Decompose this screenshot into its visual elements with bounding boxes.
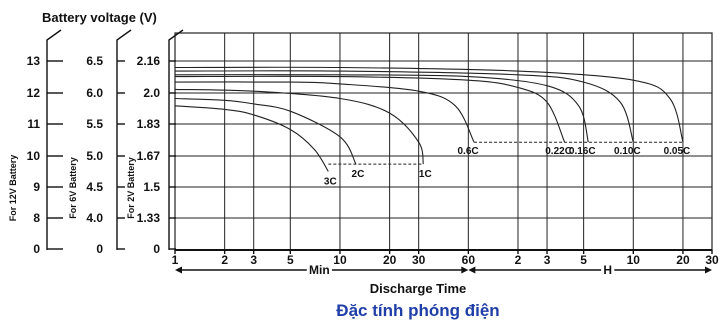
series-line-3C: [174, 105, 329, 172]
x-tick-label: 10: [333, 253, 347, 267]
y-tick-label: 6.5: [86, 54, 103, 68]
plot-frame: [174, 32, 713, 251]
y-axis-title: For 12V Battery: [8, 155, 18, 222]
y-tick-label: 0: [153, 242, 160, 256]
y-axis-title: For 2V Battery: [126, 157, 136, 219]
min-label: Min: [309, 263, 330, 277]
x-axis-label: Discharge Time: [370, 281, 467, 296]
x-axis: 1 2 3 5 10 20 30 60 2 3 5 10 20 30 Min H: [172, 250, 719, 280]
x-tick-label: 2: [221, 253, 228, 267]
series-line-0_16C: [174, 74, 589, 143]
x-tick-label: 60: [462, 253, 476, 267]
series-line-0_10C: [174, 70, 634, 143]
arrow-head-left: [468, 266, 476, 274]
grid: [174, 32, 713, 251]
y-axis-line-3: [168, 29, 184, 250]
x-tick-label: 3: [250, 253, 257, 267]
y-tick-label: 0: [96, 242, 103, 256]
series-label: 0.6C: [458, 146, 479, 157]
y-tick-label: 1.33: [137, 211, 161, 225]
x-tick-label: 10: [627, 253, 641, 267]
y-tick-label: 0: [33, 242, 40, 256]
series-label: 0.10C: [614, 146, 641, 157]
y-tick-label: 11: [27, 117, 40, 131]
series-line-0_6C: [174, 81, 475, 143]
arrow-head-left: [175, 266, 182, 274]
y-tick-label: 12: [27, 86, 41, 100]
x-tick-label: 20: [383, 253, 397, 267]
x-tick-label: 1: [172, 253, 179, 267]
series-line-0_22C: [174, 75, 566, 143]
y-tick-label: 13: [27, 54, 41, 68]
x-tick-label: 5: [580, 253, 587, 267]
y-axis-line-1: [46, 29, 62, 250]
x-tick-label: 30: [705, 253, 719, 267]
y-tick-label: 2.0: [143, 86, 160, 100]
y-tick-label: 8: [33, 211, 40, 225]
y-tick-label: 10: [27, 149, 41, 163]
series-line-1C: [174, 88, 424, 165]
y-tick-label: 5.0: [86, 149, 103, 163]
y-tick-label: 1.67: [137, 149, 161, 163]
x-tick-label: 30: [412, 253, 426, 267]
chart-caption: Đặc tính phóng điện: [336, 301, 499, 320]
x-tick-label: 5: [287, 253, 294, 267]
y-tick-label: 4.5: [86, 180, 103, 194]
y-tick-label: 1.83: [137, 117, 161, 131]
series-label: 0.16C: [569, 146, 596, 157]
x-tick-label: 20: [676, 253, 690, 267]
series-label: 1C: [419, 169, 432, 180]
y-axes: 13 12 11 10 9 8 0 For 12V Battery 6.5 6.0 5.5 5.0 4.…: [8, 29, 184, 256]
y-tick-label: 6.0: [86, 86, 103, 100]
series-label: 0.05C: [664, 146, 691, 157]
series-line-0_05C: [174, 66, 684, 143]
y-tick-label: 1.5: [143, 180, 160, 194]
x-tick-label: 2: [515, 253, 522, 267]
hour-label: H: [603, 263, 612, 277]
series-label: 0.22C: [545, 146, 572, 157]
y-tick-label: 5.5: [86, 117, 103, 131]
y-tick-label: 9: [33, 180, 40, 194]
x-tick-label: 3: [544, 253, 551, 267]
series-line-2C: [174, 97, 357, 165]
y-tick-label: 4.0: [86, 211, 103, 225]
series-label: 2C: [352, 169, 365, 180]
y-axis-title: For 6V Battery: [68, 157, 78, 219]
chart-title: Battery voltage (V): [42, 10, 157, 25]
arrow-head-right: [705, 266, 712, 274]
arrow-head-right: [461, 266, 469, 274]
y-axis-line-2: [116, 29, 132, 250]
series-label: 3C: [324, 176, 337, 187]
y-tick-label: 2.16: [137, 54, 161, 68]
